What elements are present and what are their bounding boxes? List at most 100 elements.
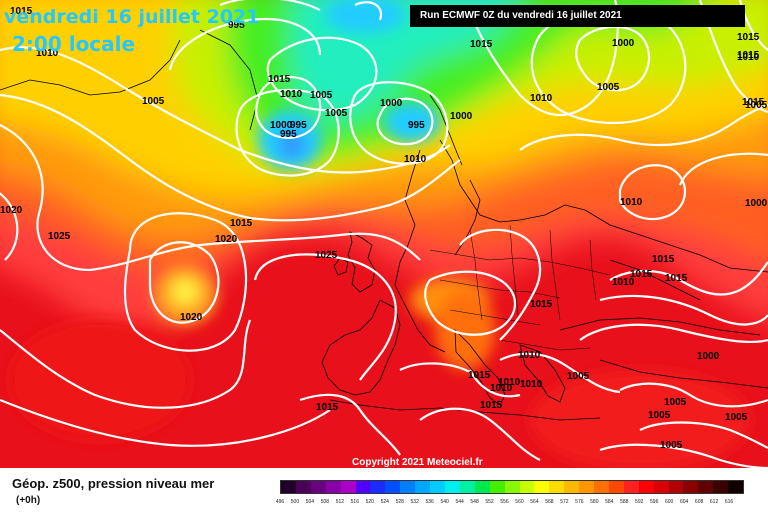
- color-scale-swatch: [281, 481, 296, 493]
- isobar-label: 1005: [310, 90, 333, 101]
- color-scale-value: 564: [530, 499, 539, 505]
- isobar-label: 1010: [612, 277, 635, 288]
- color-scale-swatch: [594, 481, 609, 493]
- isobar-label: 1010: [518, 350, 541, 361]
- color-scale-value: 588: [620, 499, 629, 505]
- forecast-hour-title: 2:00 locale: [12, 32, 136, 56]
- color-scale-value: 540: [440, 499, 449, 505]
- color-scale-value: 608: [694, 499, 704, 505]
- isobar-label: 1010: [404, 154, 427, 165]
- isobar-label: 1015: [470, 39, 493, 50]
- color-scale-swatch: [549, 481, 565, 493]
- legend-bar: Géop. z500, pression niveau mer (+0h) 49…: [0, 468, 768, 512]
- color-scale-value: 568: [545, 499, 554, 505]
- color-scale-swatch: [325, 481, 341, 493]
- lead-time-label: (+0h): [16, 495, 41, 506]
- color-scale-value: 556: [500, 499, 509, 505]
- isobar-label: 995: [280, 129, 297, 140]
- color-scale-value: 576: [575, 499, 584, 505]
- color-scale-swatch: [295, 481, 311, 493]
- color-scale-swatch: [489, 481, 505, 493]
- isobar-label: 1005: [660, 440, 683, 451]
- color-scale-swatch: [623, 481, 639, 493]
- isobar-label: 1020: [215, 234, 238, 245]
- isobar-label: 1015: [268, 74, 291, 85]
- isobar-label: 1015: [468, 370, 491, 381]
- color-scale-value: 604: [679, 499, 689, 505]
- isobar-label: 1010: [280, 89, 303, 100]
- isobar-label: 1000: [612, 38, 635, 49]
- isobar-label: 1010: [620, 197, 643, 208]
- copyright-notice: Copyright 2021 Meteociel.fr: [352, 457, 483, 468]
- isobar-label: 1000: [450, 111, 473, 122]
- isobar-label: 1010: [490, 383, 513, 394]
- isobar-label: 995: [408, 120, 425, 131]
- color-scale-value: 544: [455, 499, 464, 505]
- color-scale-value: 500: [290, 499, 300, 505]
- isobar-label: 1000: [270, 120, 293, 131]
- model-run-info: Run ECMWF 0Z du vendredi 16 juillet 2021: [410, 5, 745, 27]
- color-scale-swatch: [504, 481, 520, 493]
- isobar-label: 1010: [36, 48, 59, 59]
- isobars: [0, 0, 768, 468]
- isobar-label: 1015: [737, 32, 760, 43]
- isobar-label: 1025: [48, 231, 71, 242]
- parameter-label: Géop. z500, pression niveau mer: [12, 476, 215, 491]
- color-scale-value: 524: [380, 499, 389, 505]
- color-scale-value: 612: [709, 499, 719, 505]
- color-scale-swatch: [564, 481, 580, 493]
- isobar-label: 1015: [665, 273, 688, 284]
- color-scale-value: 508: [320, 499, 330, 505]
- color-scale-swatch: [608, 481, 624, 493]
- color-scale: [280, 480, 744, 494]
- isobar-label: 995: [228, 20, 245, 31]
- color-scale-swatch: [638, 481, 654, 493]
- color-scale-value: 516: [350, 499, 359, 505]
- color-scale-swatch: [713, 481, 729, 493]
- isobar-labels: 1015 995 1010 1005 1005 1010 1015 1000 9…: [0, 6, 768, 451]
- color-scale-value: 504: [305, 499, 315, 505]
- isobar-label: 1005: [648, 410, 671, 421]
- color-scale-swatch: [653, 481, 669, 493]
- color-scale-swatch: [683, 481, 699, 493]
- isobar-label: 1005: [745, 100, 768, 111]
- isobar-label: 1020: [180, 312, 203, 323]
- isobar-label: 1025: [315, 250, 338, 261]
- color-scale-swatch: [370, 481, 386, 493]
- isobar-label: 1015: [480, 400, 503, 411]
- isobar-label: 1000: [380, 98, 403, 109]
- isobar-label: 1005: [725, 412, 748, 423]
- color-scale-swatch: [385, 481, 401, 493]
- isobar-label: 1015: [737, 50, 760, 61]
- isobar-label: 1005: [142, 96, 165, 107]
- color-scale-swatch: [534, 481, 550, 493]
- color-scale-value: 592: [635, 499, 644, 505]
- z500-pressure-map: 1015 995 1010 1005 1005 1010 1015 1000 9…: [0, 0, 768, 468]
- color-scale-value: 596: [650, 499, 659, 505]
- color-scale-swatch: [415, 481, 431, 493]
- isobar-label: 1015: [742, 97, 765, 108]
- color-scale-swatch: [579, 481, 595, 493]
- color-scale-swatch: [459, 481, 475, 493]
- color-scale-swatch: [430, 481, 445, 493]
- color-scale-values: 496 500 504 508 512 516 520 524 528 532 536 540 544 5…: [276, 499, 760, 507]
- color-scale-swatch: [668, 481, 684, 493]
- color-scale-value: 512: [335, 499, 345, 505]
- color-scale-value: 532: [410, 499, 419, 505]
- isobar-label: 1010: [530, 93, 553, 104]
- isobar-label: 1010: [737, 52, 760, 63]
- color-scale-swatch: [400, 481, 416, 493]
- isobar-label: 1005: [325, 108, 348, 119]
- color-scale-swatch: [340, 481, 356, 493]
- color-scale-value: 536: [425, 499, 434, 505]
- isobar-label: 1005: [664, 397, 687, 408]
- isobar-label: 1005: [597, 82, 620, 93]
- isobar-label: 995: [290, 120, 307, 131]
- geopotential-color-field: [0, 0, 768, 468]
- isobar-label: 1010: [520, 379, 543, 390]
- color-scale-value: 584: [605, 499, 614, 505]
- color-scale-value: 600: [664, 499, 674, 505]
- color-scale-value: 560: [515, 499, 524, 505]
- borders: [429, 224, 611, 351]
